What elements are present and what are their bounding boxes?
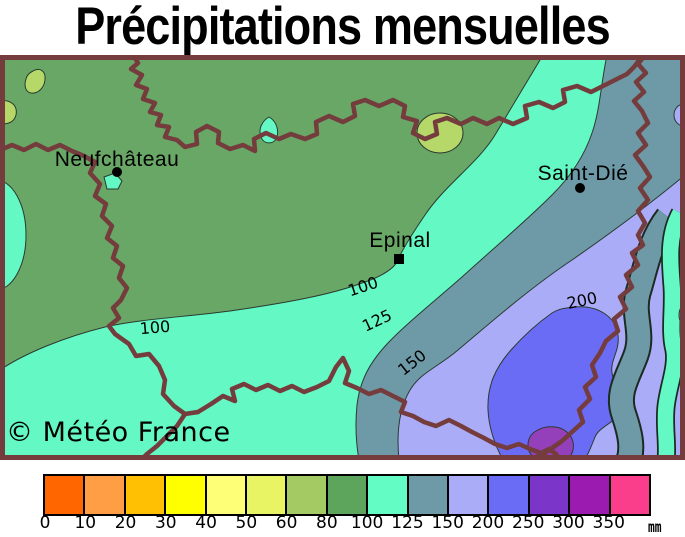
legend-cell: [45, 476, 86, 514]
legend-cell: [85, 476, 126, 514]
legend-cells: [43, 474, 651, 516]
region-cyan-strip: [657, 209, 685, 460]
city-marker-saint-die: [575, 183, 585, 193]
legend-cell: [247, 476, 288, 514]
legend-tick-label: 30: [154, 513, 177, 533]
legend-tick-label: 80: [316, 513, 338, 533]
city-marker-epinal: [394, 254, 404, 264]
page-title: Précipitations mensuelles: [75, 0, 610, 56]
contour-label-100-west: 100: [138, 316, 172, 339]
legend-ticks: 0 10 20 30 40 50 60 80 100 125 150 200 250 300 350: [0, 513, 685, 537]
admin-boundary-north: [128, 55, 643, 154]
legend-tick-label: 350: [592, 513, 625, 533]
region-cyan-patch: [0, 179, 27, 291]
admin-boundary-south: [195, 355, 563, 460]
legend-cell: [449, 476, 490, 514]
legend-tick-label: 200: [471, 513, 505, 533]
legend-cell: [166, 476, 207, 514]
legend-cell: [287, 476, 328, 514]
precipitation-map: [0, 55, 685, 460]
legend-cell: [408, 476, 450, 514]
legend-tick-label: 150: [431, 513, 464, 533]
legend-tick-label: 50: [235, 513, 258, 533]
admin-boundary-east: [525, 55, 653, 460]
legend-tick-label: 20: [114, 513, 137, 533]
city-marker-neufchateau: [112, 167, 122, 177]
admin-boundary-west: [0, 141, 201, 417]
region-yellowgreen-patch: [24, 68, 46, 94]
legend-cell: [610, 476, 650, 514]
legend-unit-label: mm: [648, 518, 662, 536]
legend-tick-label: 60: [275, 513, 298, 533]
copyright-notice: © Météo France: [6, 417, 231, 448]
legend-cell: [489, 476, 530, 514]
legend-tick-label: 10: [74, 513, 97, 533]
legend-tick-label: 40: [195, 513, 217, 533]
legend-cell: [327, 476, 369, 514]
legend-tick-label: 250: [512, 513, 545, 533]
legend-cell: [206, 476, 248, 514]
legend-tick-label: 100: [350, 513, 384, 533]
legend-cell: [529, 476, 571, 514]
legend-cell: [570, 476, 611, 514]
legend-tick-label: 300: [552, 513, 585, 533]
region-slate-band: [609, 209, 678, 460]
legend-cell: [368, 476, 409, 514]
legend-cell: [125, 476, 167, 514]
legend-tick-label: 0: [39, 513, 51, 533]
map-canvas: [0, 55, 685, 460]
region-blue-200-250: [487, 306, 624, 460]
legend-tick-label: 125: [391, 513, 424, 533]
